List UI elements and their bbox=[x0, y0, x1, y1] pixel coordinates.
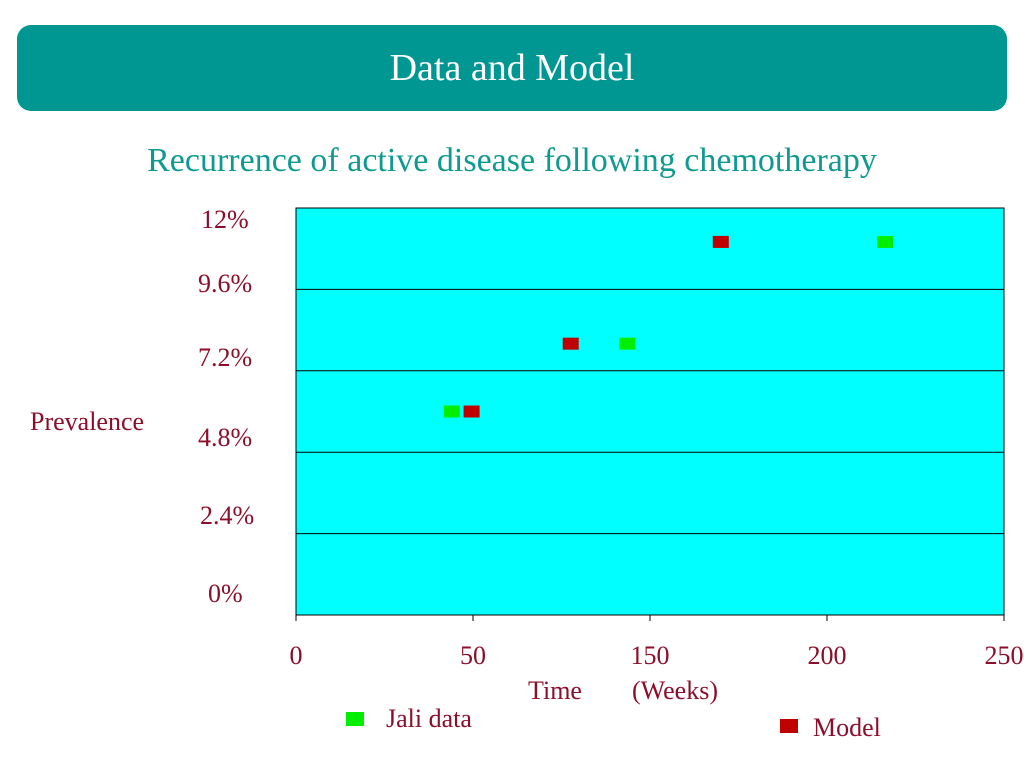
x-tick-label: 200 bbox=[808, 641, 847, 670]
point-model bbox=[463, 405, 480, 418]
chart-title: Recurrence of active disease following c… bbox=[147, 142, 877, 179]
x-tick-label: 50 bbox=[460, 641, 486, 670]
x-tick-label: 250 bbox=[985, 641, 1024, 670]
slide-title: Data and Model bbox=[389, 47, 635, 89]
y-tick-label: 4.8% bbox=[198, 423, 252, 452]
y-tick-label: 2.4% bbox=[200, 501, 254, 530]
data-points bbox=[443, 235, 894, 418]
x-axis-label: Time bbox=[528, 676, 582, 705]
point-jali-data bbox=[877, 235, 894, 248]
plot-area bbox=[295, 207, 1005, 616]
x-tick-label: 0 bbox=[290, 641, 303, 670]
legend-swatch-model bbox=[780, 719, 798, 733]
point-model bbox=[562, 337, 579, 350]
legend-label-jali-data: Jali data bbox=[386, 704, 472, 733]
point-jali-data bbox=[443, 405, 460, 418]
legend-label-model: Model bbox=[813, 713, 881, 742]
y-axis-label: Prevalence bbox=[30, 407, 144, 436]
point-jali-data bbox=[619, 337, 636, 350]
x-tick-label: 150 bbox=[631, 641, 670, 670]
y-tick-label: 9.6% bbox=[198, 269, 252, 298]
x-axis-ticks: 0 50 150 200 250 bbox=[290, 615, 1024, 670]
y-tick-label: 0% bbox=[208, 579, 243, 608]
y-tick-label: 7.2% bbox=[198, 343, 252, 372]
legend-swatch-jali-data bbox=[346, 712, 364, 726]
point-model bbox=[712, 235, 729, 248]
x-axis-units: (Weeks) bbox=[632, 676, 718, 705]
title-bar: Data and Model bbox=[17, 25, 1007, 111]
y-axis-ticks: 0% 2.4% 4.8% 7.2% 9.6% 12% bbox=[198, 205, 254, 608]
y-tick-label: 12% bbox=[201, 205, 249, 234]
gridlines bbox=[296, 288, 1004, 535]
